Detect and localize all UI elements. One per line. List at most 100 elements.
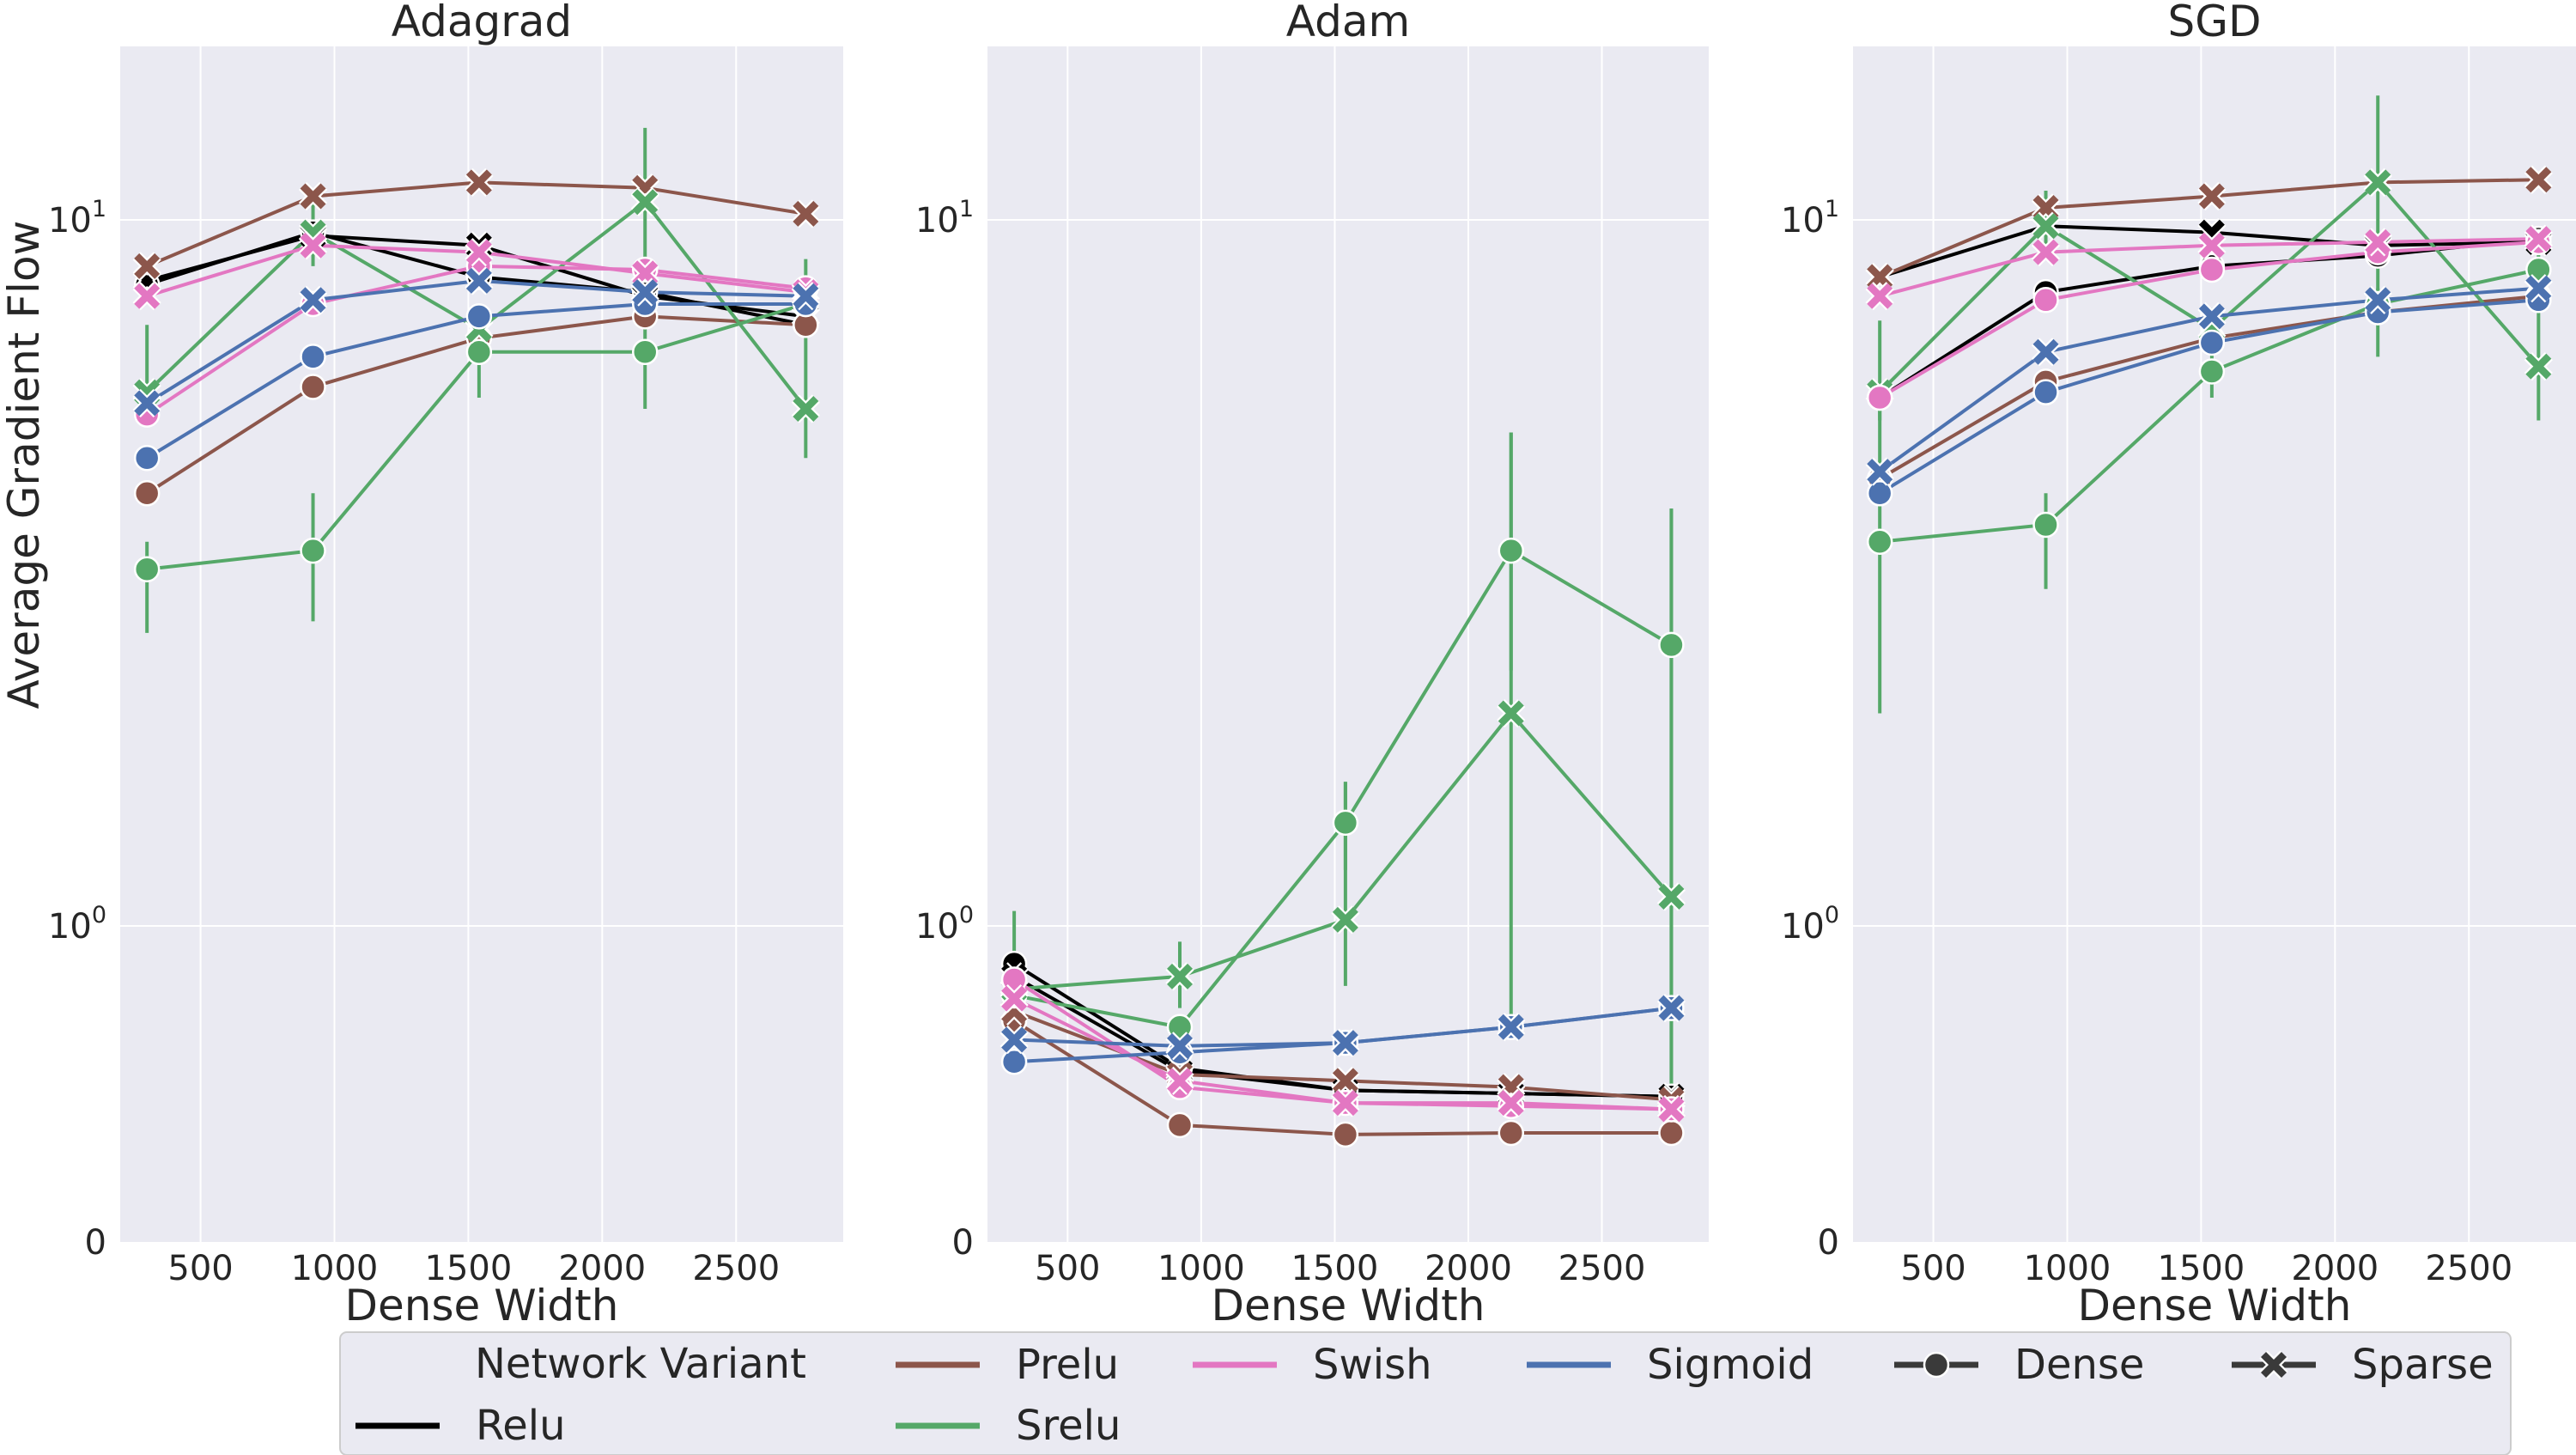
legend-label: Srelu bbox=[1016, 1402, 1121, 1450]
legend-entry-relu: Relu bbox=[355, 1402, 565, 1450]
marker-sigmoid-sparse bbox=[2031, 338, 2061, 367]
y-tick-label: 100 bbox=[48, 902, 106, 947]
marker-srelu-sparse bbox=[630, 187, 659, 216]
marker-sigmoid-sparse bbox=[2524, 274, 2553, 303]
marker-sigmoid-dense bbox=[1000, 1048, 1028, 1075]
marker-srelu-dense bbox=[300, 537, 326, 564]
marker-srelu-dense bbox=[1658, 631, 1685, 659]
legend: Network Variant Relu Prelu Srelu Swish Sigmo… bbox=[339, 1331, 2512, 1455]
marker-sigmoid-sparse bbox=[999, 1025, 1029, 1055]
marker-srelu-dense bbox=[133, 556, 161, 583]
y-tick-label: 100 bbox=[1781, 902, 1839, 947]
marker-sigmoid-dense bbox=[1866, 480, 1893, 507]
marker-swish-dense bbox=[1866, 384, 1893, 411]
marker-swish-sparse bbox=[1497, 1088, 1526, 1117]
x-tick-label: 1000 bbox=[2024, 1249, 2111, 1288]
marker-sigmoid-dense bbox=[300, 344, 326, 370]
marker-prelu-sparse bbox=[2524, 165, 2553, 194]
legend-entry-swish: Swish bbox=[1193, 1341, 1432, 1389]
x-tick-label: 500 bbox=[1900, 1249, 1965, 1288]
marker-swish-dense bbox=[2198, 256, 2226, 283]
marker-prelu-sparse bbox=[132, 252, 161, 281]
marker-swish-sparse bbox=[2031, 238, 2061, 267]
marker-sigmoid-sparse bbox=[791, 282, 820, 311]
marker-srelu-dense bbox=[2032, 511, 2059, 539]
y-tick-label: 100 bbox=[915, 902, 974, 947]
marker-prelu-dense bbox=[1658, 1119, 1685, 1147]
legend-entry-prelu: Prelu bbox=[896, 1341, 1119, 1389]
y-tick-label: 101 bbox=[915, 196, 974, 240]
x-axis-label: Dense Width bbox=[345, 1281, 619, 1330]
x-tick-label: 500 bbox=[167, 1249, 233, 1288]
marker-srelu-sparse bbox=[1165, 962, 1194, 991]
x-tick-label: 2500 bbox=[692, 1249, 780, 1288]
marker-sigmoid-sparse bbox=[630, 277, 659, 307]
marker-srelu-sparse bbox=[2031, 211, 2061, 240]
marker-sigmoid-sparse bbox=[1165, 1032, 1194, 1061]
marker-swish-sparse bbox=[2363, 228, 2392, 257]
x-tick-label: 2000 bbox=[558, 1249, 646, 1288]
marker-srelu-sparse bbox=[791, 394, 820, 423]
marker-srelu-sparse bbox=[1497, 698, 1526, 728]
panel-adam: 500 1000 1500 2000 2500 0 100 101 Adam Dense W… bbox=[915, 0, 1709, 1330]
x-axis-label: Dense Width bbox=[2078, 1281, 2352, 1330]
x-tick-label: 2500 bbox=[1558, 1249, 1646, 1288]
legend-label: Dense bbox=[2014, 1341, 2144, 1389]
marker-sigmoid-sparse bbox=[1331, 1028, 1360, 1057]
marker-prelu-sparse bbox=[465, 167, 494, 197]
marker-sigmoid-sparse bbox=[1656, 994, 1686, 1023]
y-axis-label: Average Gradient Flow bbox=[0, 221, 49, 709]
marker-srelu-dense bbox=[1332, 809, 1359, 837]
marker-swish-sparse bbox=[1865, 282, 1894, 311]
marker-srelu-dense bbox=[2198, 358, 2226, 385]
y-tick-label: 0 bbox=[85, 1223, 106, 1263]
legend-marker-dense bbox=[1923, 1351, 1950, 1379]
marker-srelu-dense bbox=[1498, 537, 1525, 564]
x-tick-label: 2000 bbox=[1425, 1249, 1512, 1288]
marker-sigmoid-sparse bbox=[298, 285, 328, 314]
x-tick-label: 1500 bbox=[2158, 1249, 2245, 1288]
marker-prelu-dense bbox=[1332, 1121, 1359, 1148]
panel-title: SGD bbox=[2168, 0, 2262, 46]
legend-label: Prelu bbox=[1016, 1341, 1119, 1389]
marker-sigmoid-dense bbox=[2032, 379, 2059, 405]
legend-marker-sparse bbox=[2259, 1350, 2288, 1379]
marker-srelu-sparse bbox=[1656, 882, 1686, 911]
marker-prelu-sparse bbox=[2197, 181, 2227, 211]
marker-srelu-sparse bbox=[1331, 905, 1360, 934]
legend-title: Network Variant bbox=[475, 1340, 806, 1388]
panel-title: Adagrad bbox=[392, 0, 572, 46]
marker-prelu-dense bbox=[1166, 1111, 1194, 1139]
x-tick-label: 1000 bbox=[1157, 1249, 1245, 1288]
marker-swish-sparse bbox=[1331, 1088, 1360, 1117]
marker-srelu-dense bbox=[1866, 528, 1893, 556]
legend-entry-sigmoid: Sigmoid bbox=[1527, 1341, 1814, 1389]
marker-prelu-sparse bbox=[1331, 1066, 1360, 1095]
marker-swish-sparse bbox=[465, 238, 494, 267]
legend-label: Sigmoid bbox=[1647, 1341, 1814, 1389]
marker-sigmoid-sparse bbox=[1865, 457, 1894, 486]
marker-sigmoid-sparse bbox=[2363, 285, 2392, 314]
marker-prelu-sparse bbox=[298, 181, 328, 211]
y-tick-label: 101 bbox=[48, 196, 106, 240]
legend-entry-dense: Dense bbox=[1894, 1341, 2144, 1389]
y-tick-label: 0 bbox=[952, 1223, 974, 1263]
legend-entry-sparse: Sparse bbox=[2232, 1341, 2494, 1389]
x-tick-label: 500 bbox=[1035, 1249, 1100, 1288]
marker-sigmoid-sparse bbox=[2197, 301, 2227, 331]
marker-swish-sparse bbox=[2524, 224, 2553, 253]
marker-sigmoid-sparse bbox=[132, 388, 161, 418]
x-tick-label: 2500 bbox=[2425, 1249, 2512, 1288]
marker-swish-sparse bbox=[1656, 1094, 1686, 1124]
x-tick-label: 1500 bbox=[425, 1249, 513, 1288]
y-tick-label: 101 bbox=[1781, 196, 1839, 240]
panel-sgd: 500 1000 1500 2000 2500 0 100 101 SGD Dense Wi… bbox=[1781, 0, 2576, 1330]
x-tick-label: 2000 bbox=[2291, 1249, 2379, 1288]
panel-title: Adam bbox=[1286, 0, 1410, 46]
panel-background bbox=[987, 46, 1709, 1242]
legend-label: Sparse bbox=[2352, 1341, 2494, 1389]
x-tick-label: 1000 bbox=[291, 1249, 379, 1288]
marker-prelu-dense bbox=[300, 374, 326, 400]
marker-swish-sparse bbox=[1165, 1066, 1194, 1095]
